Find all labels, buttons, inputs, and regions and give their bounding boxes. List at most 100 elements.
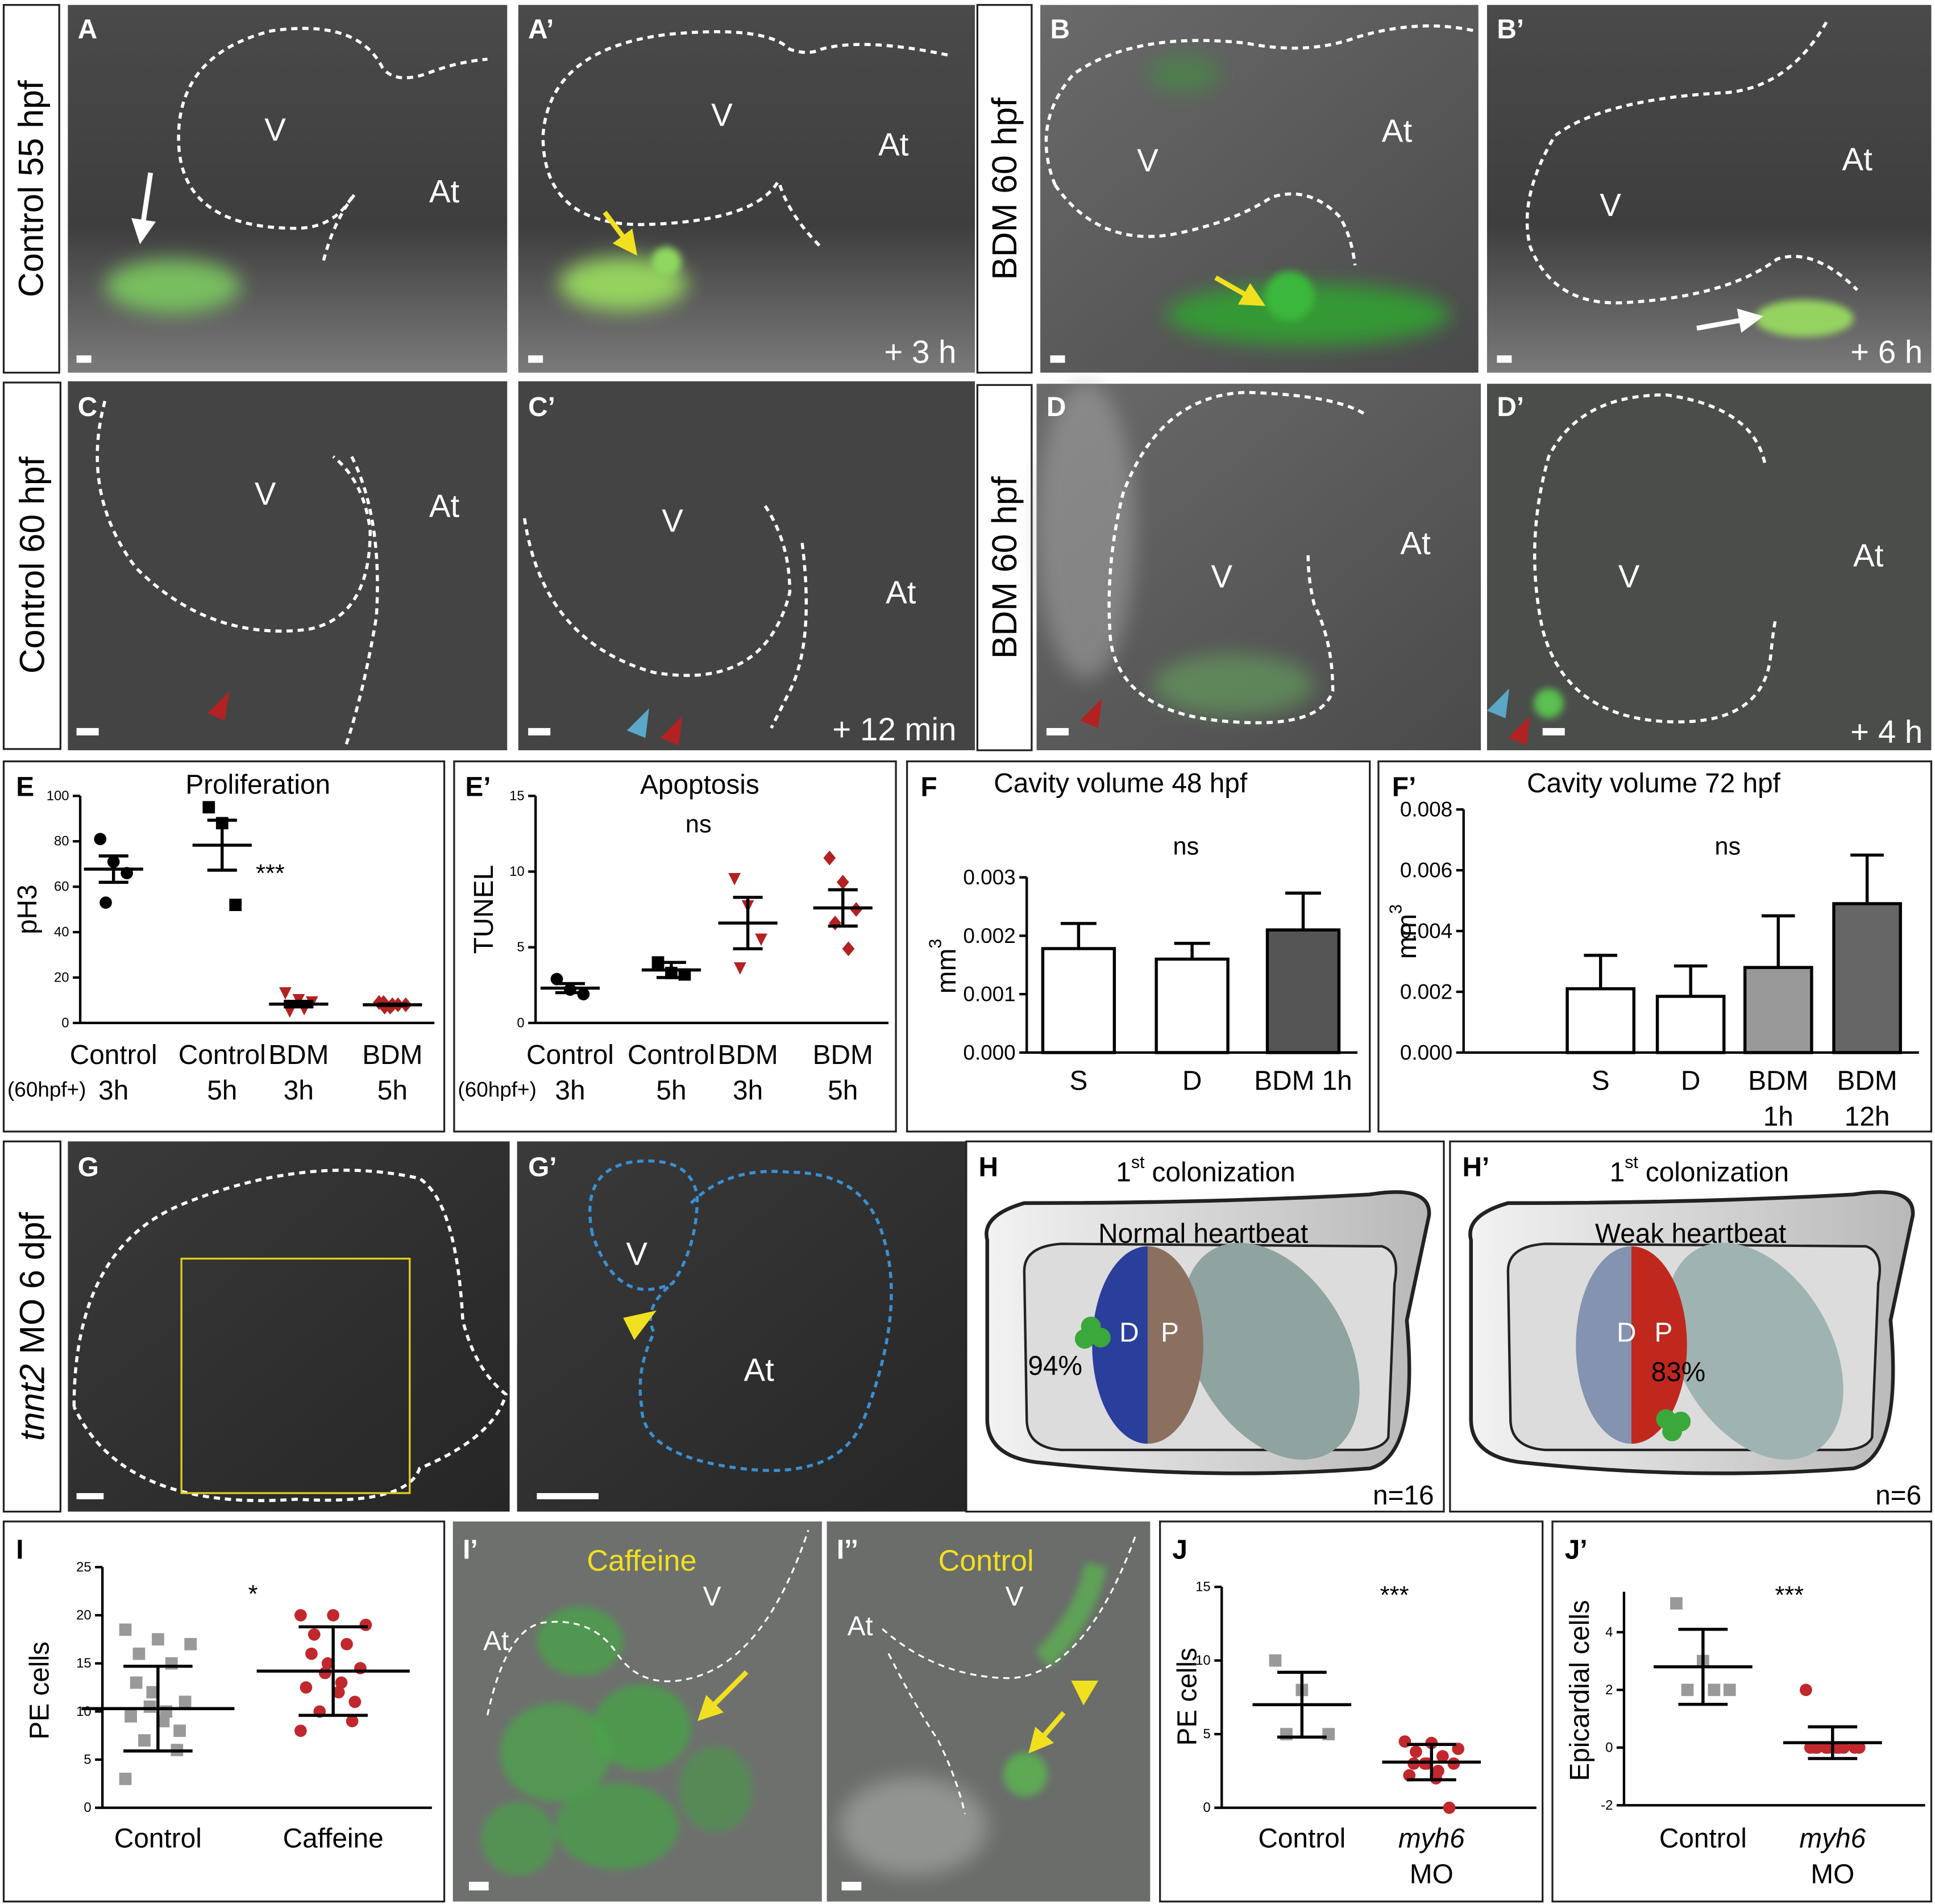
y-axis-label-text: PE cells (24, 1641, 55, 1740)
arrow (1028, 1711, 1066, 1754)
panel-label: C’ (528, 392, 555, 422)
arrowhead (1071, 1681, 1099, 1706)
y-tick-label: 15 (509, 788, 525, 804)
gene-name: tnnt2 (13, 1364, 51, 1441)
y-tick-label: 20 (54, 970, 69, 985)
y-tick-label: 100 (47, 788, 69, 804)
point (318, 1666, 331, 1679)
scale-bar (841, 1881, 862, 1891)
chart-title: Cavity volume 72 hpf (1527, 768, 1781, 799)
y-axis-label: TUNEL (469, 865, 499, 954)
scale-bar (1542, 727, 1565, 735)
point (283, 1005, 296, 1018)
x-tick-label: Control (178, 1040, 266, 1070)
region-label: V (1137, 143, 1158, 178)
point (178, 1695, 192, 1708)
green-cells (1166, 284, 1450, 346)
point (229, 899, 242, 911)
panel-label: G (78, 1152, 99, 1182)
panel-label: I’ (463, 1535, 478, 1565)
point (173, 1724, 186, 1737)
x-tick-label: MO (1410, 1859, 1454, 1889)
region-label: V (662, 503, 683, 539)
error-bar (828, 888, 858, 928)
y-axis-label: pH3 (12, 884, 42, 934)
error-bar (123, 1665, 193, 1753)
chart-title: Cavity volume 48 hpf (994, 768, 1248, 799)
y-tick-label: 0.003 (963, 866, 1015, 889)
side-box (2, 381, 62, 750)
outline (1044, 24, 1475, 266)
side-box (2, 1140, 62, 1513)
y-tick-label: 80 (54, 834, 69, 849)
error-bar (284, 1000, 314, 1009)
y-tick-label: 15 (1195, 1579, 1211, 1595)
annotation: ns (1714, 833, 1741, 860)
region-label: V (1211, 558, 1232, 594)
side-box (976, 4, 1033, 374)
point (1670, 1597, 1683, 1610)
title-sup: st (1131, 1153, 1145, 1172)
panel-label: H (979, 1152, 998, 1182)
point (359, 1619, 372, 1631)
bar (1655, 995, 1726, 1054)
title-text: colonization (1646, 1157, 1789, 1187)
scale-bar (76, 727, 99, 735)
y-tick-label: 0 (517, 1015, 524, 1030)
region-label: At (1400, 525, 1431, 561)
point (1800, 1683, 1812, 1697)
y-axis-label: PE cells (1172, 1648, 1202, 1746)
point (327, 1609, 340, 1622)
scale-bar (76, 355, 92, 363)
x-tick-label: myh6 (1398, 1823, 1465, 1853)
y-tick-label: 0.006 (1400, 859, 1452, 882)
bar (1155, 957, 1230, 1054)
arrowhead (1079, 698, 1102, 728)
point (294, 1609, 307, 1622)
side-label: BDM 60 hpf (985, 476, 1024, 659)
point (157, 1715, 170, 1728)
point (279, 987, 292, 1000)
charts: E Proliferation***pH3020406080100Control3… (2, 760, 1933, 1903)
time-label: + 6 h (1850, 334, 1922, 369)
error-bar (733, 896, 763, 951)
annotation: ns (686, 810, 712, 838)
micrograph (517, 1141, 974, 1512)
arrowhead (623, 1310, 657, 1340)
outline (1107, 390, 1365, 725)
y-tick-label: 5 (84, 1752, 91, 1767)
chart-frame (1159, 1520, 1544, 1903)
error-bar (1060, 922, 1097, 949)
caption: Caffeine (587, 1544, 696, 1577)
region-label: At (1853, 537, 1884, 573)
zoom-box (180, 1257, 411, 1494)
outline (486, 1529, 809, 1716)
scale-bar (1046, 727, 1069, 735)
y-tick-label: 0 (84, 1800, 91, 1815)
point (755, 933, 767, 946)
arrow (1214, 275, 1266, 306)
n-label: n=6 (1875, 1481, 1921, 1511)
y-axis-label-text: mm (932, 949, 962, 994)
green-cell (651, 247, 682, 277)
arrow (603, 210, 638, 256)
time-label: + 3 h (884, 334, 956, 369)
error-bar (1406, 1743, 1456, 1782)
region-label: P (1161, 1317, 1179, 1348)
x-tick-label: 3h (284, 1076, 314, 1106)
point (1723, 1683, 1736, 1697)
error-bar (377, 1002, 408, 1007)
scale-bar (528, 355, 543, 363)
region-label: V (1006, 1582, 1024, 1612)
panel-label: I (16, 1535, 23, 1565)
region-label: At (429, 488, 460, 524)
x-tick-label: BDM (718, 1040, 778, 1070)
panel-label: H’ (1463, 1152, 1490, 1182)
x-tick-label: 12h (1845, 1101, 1890, 1132)
panel-label: E (16, 772, 34, 803)
point (130, 1676, 143, 1689)
arrow (697, 1670, 749, 1722)
chart: F Cavity volume 48 hpf ns mm3 0.000 0.001 0.00… (906, 760, 1371, 1133)
caption: Control (939, 1544, 1034, 1577)
point (305, 1647, 318, 1660)
